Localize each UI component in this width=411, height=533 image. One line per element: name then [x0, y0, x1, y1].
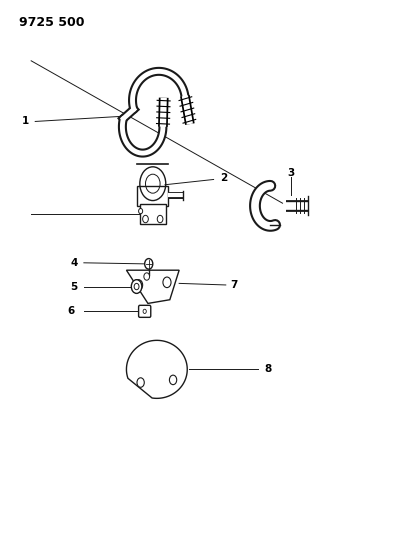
- Text: 4: 4: [70, 258, 77, 268]
- Circle shape: [134, 280, 143, 290]
- Text: 9725 500: 9725 500: [19, 16, 85, 29]
- Circle shape: [169, 375, 177, 385]
- Text: 1: 1: [21, 116, 29, 126]
- Circle shape: [163, 277, 171, 288]
- Circle shape: [145, 259, 153, 269]
- Text: 8: 8: [265, 365, 272, 374]
- Text: 6: 6: [67, 306, 74, 316]
- Polygon shape: [127, 341, 187, 398]
- Text: 3: 3: [287, 167, 294, 177]
- Text: 7: 7: [230, 280, 238, 290]
- Text: 5: 5: [70, 281, 77, 292]
- Circle shape: [139, 208, 143, 214]
- Bar: [140, 204, 166, 224]
- Polygon shape: [127, 270, 179, 303]
- Circle shape: [131, 280, 142, 293]
- Circle shape: [137, 378, 144, 387]
- FancyBboxPatch shape: [139, 305, 151, 317]
- Text: 2: 2: [220, 173, 227, 183]
- Circle shape: [134, 284, 139, 290]
- Circle shape: [144, 273, 150, 280]
- Bar: [137, 186, 168, 206]
